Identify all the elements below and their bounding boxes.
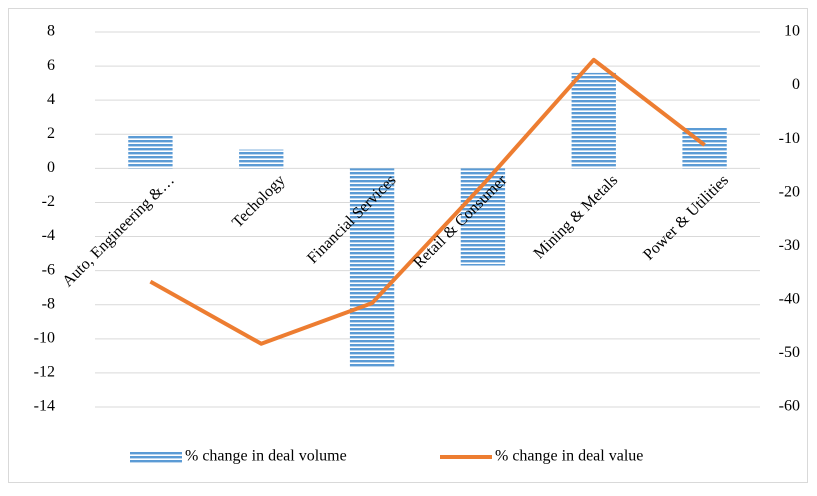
y2-tick-label: -20	[779, 183, 800, 200]
chart-border	[8, 8, 808, 483]
y2-tick-label: -40	[779, 291, 800, 308]
legend-swatch	[130, 451, 182, 463]
legend-label: % change in deal volume	[185, 448, 347, 465]
line	[149, 57, 706, 346]
y-tick-label: 8	[47, 23, 55, 40]
y-tick-label: -2	[42, 193, 55, 210]
y2-tick-label: 10	[784, 23, 800, 40]
y-tick-label: -10	[34, 329, 55, 346]
bar	[571, 72, 616, 169]
y-tick-label: 6	[47, 57, 55, 74]
y-tick-label: -6	[42, 261, 55, 278]
bar	[349, 168, 395, 368]
y2-tick-label: -10	[779, 130, 800, 147]
y-tick-label: -4	[42, 227, 55, 244]
y-tick-label: -12	[34, 364, 55, 381]
y-tick-label: 0	[47, 159, 55, 176]
bar	[128, 135, 173, 169]
y2-tick-label: -60	[779, 398, 800, 415]
bar	[239, 149, 284, 169]
y-tick-label: 4	[47, 91, 55, 108]
y2-tick-label: -50	[779, 344, 800, 361]
y-tick-label: -14	[34, 398, 55, 415]
legend-label: % change in deal value	[495, 448, 643, 465]
y-tick-label: 2	[47, 125, 55, 142]
y-tick-label: -8	[42, 295, 55, 312]
y2-tick-label: -30	[779, 237, 800, 254]
y2-tick-label: 0	[792, 76, 800, 93]
